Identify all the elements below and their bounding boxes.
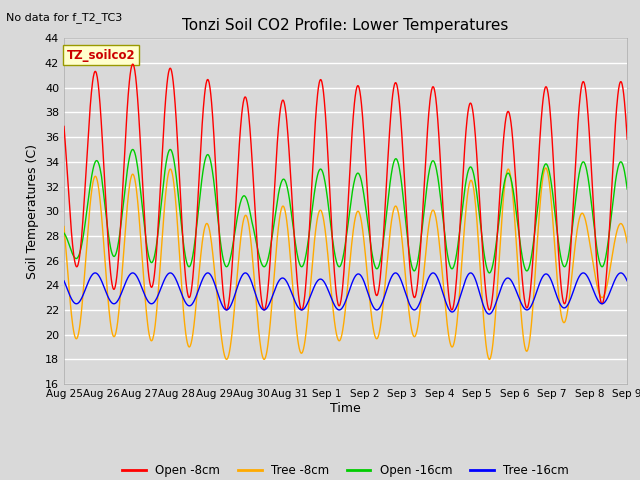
Text: No data for f_T2_TC3: No data for f_T2_TC3 xyxy=(6,12,123,23)
Legend: Open -8cm, Tree -8cm, Open -16cm, Tree -16cm: Open -8cm, Tree -8cm, Open -16cm, Tree -… xyxy=(118,459,573,480)
Y-axis label: Soil Temperatures (C): Soil Temperatures (C) xyxy=(26,144,39,279)
X-axis label: Time: Time xyxy=(330,402,361,415)
Text: TZ_soilco2: TZ_soilco2 xyxy=(67,49,136,62)
Title: Tonzi Soil CO2 Profile: Lower Temperatures: Tonzi Soil CO2 Profile: Lower Temperatur… xyxy=(182,18,509,33)
